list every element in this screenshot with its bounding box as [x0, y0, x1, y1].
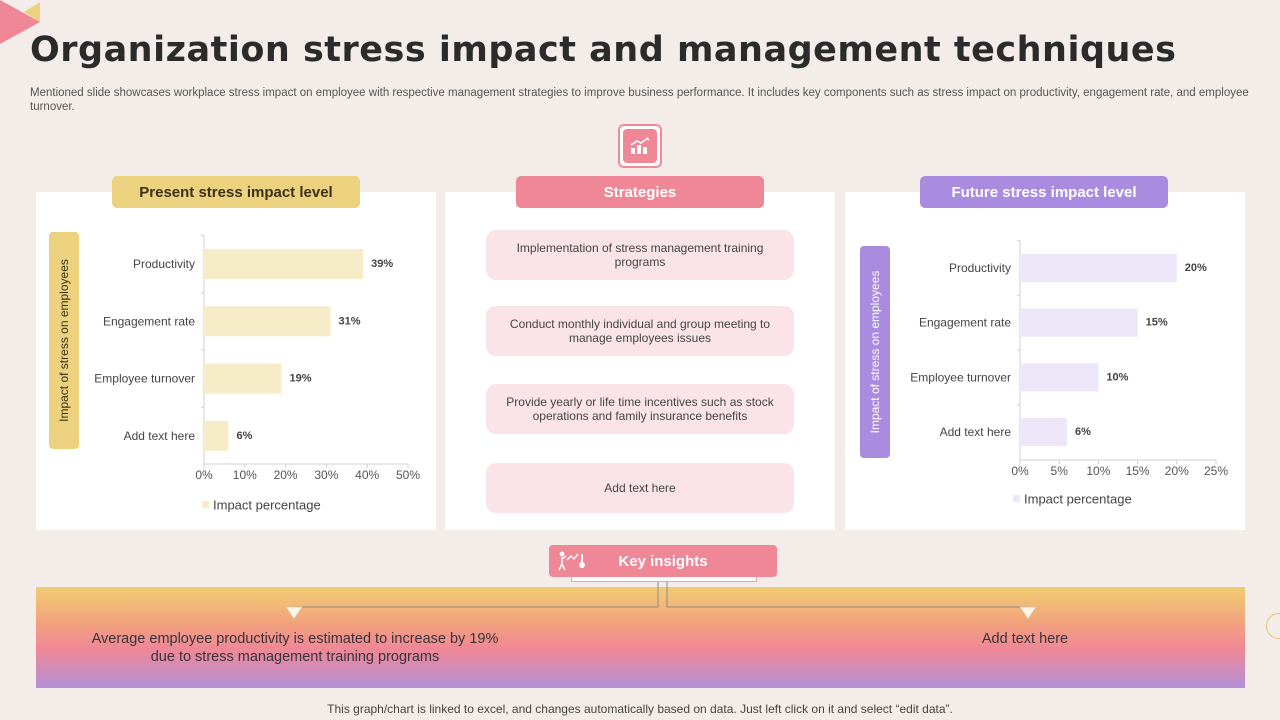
strategy-item-3: Provide yearly or life time incentives s…: [486, 384, 794, 434]
present-panel-title: Present stress impact level: [112, 176, 360, 208]
strategies-panel-title: Strategies: [516, 176, 764, 208]
key-insights-header: Key insights: [549, 545, 777, 577]
future-panel: [845, 192, 1245, 530]
person-chart-icon: [558, 551, 585, 571]
chart-growth-icon: [618, 124, 662, 168]
insights-tab: [571, 576, 757, 582]
strategy-item-4: Add text here: [486, 463, 794, 513]
corner-triangle-decoration: [0, 0, 40, 44]
present-panel: [36, 192, 436, 530]
ring-decoration: [1266, 613, 1280, 639]
future-panel-title: Future stress impact level: [920, 176, 1168, 208]
strategy-item-1: Implementation of stress management trai…: [486, 230, 794, 280]
footer-note: This graph/chart is linked to excel, and…: [327, 702, 953, 716]
page-subtitle: Mentioned slide showcases workplace stre…: [30, 87, 1249, 113]
key-insights-title: Key insights: [618, 552, 708, 570]
page-title: Organization stress impact and managemen…: [30, 30, 1177, 70]
strategy-item-2: Conduct monthly individual and group mee…: [486, 306, 794, 356]
insight-left-text: Average employee productivity is estimat…: [91, 631, 499, 665]
insight-right-text: Add text here: [981, 631, 1069, 647]
